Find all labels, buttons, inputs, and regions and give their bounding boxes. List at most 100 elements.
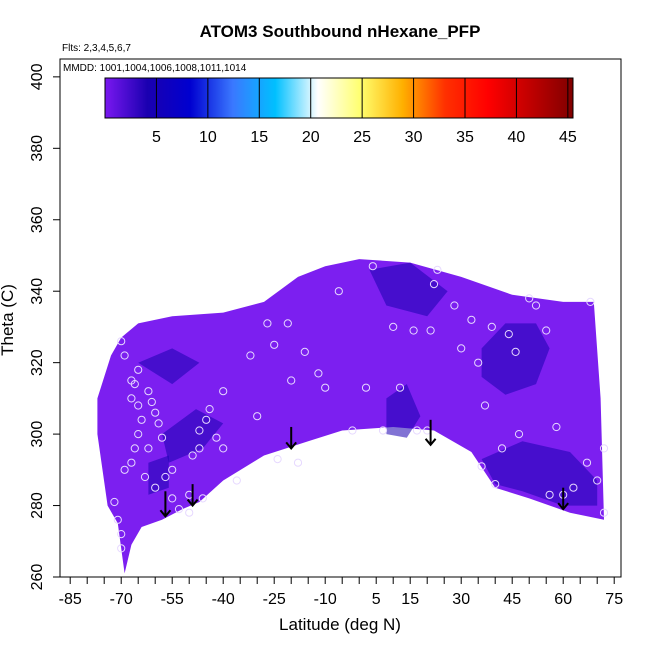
sample-point: [426, 326, 435, 335]
sample-point: [154, 419, 163, 428]
sample-point: [140, 472, 150, 482]
heatmap-region: [162, 409, 224, 463]
x-axis: -85 -70 -55 -40 -25 -10 5 15 30 45 60 75: [59, 577, 623, 608]
x-tick-label: 15: [401, 591, 419, 608]
colorbar-gradient: [104, 77, 574, 119]
y-tick-label: 400: [29, 63, 46, 90]
sample-point: [134, 365, 143, 374]
sample-point: [120, 351, 129, 360]
y-tick-label: 340: [29, 278, 46, 305]
plot-frame: [59, 58, 622, 578]
sample-point: [542, 326, 551, 335]
sample-point: [334, 287, 343, 296]
colorbar-tick-label: 45: [559, 129, 577, 146]
sample-point: [219, 387, 228, 396]
x-tick-label: -85: [59, 591, 82, 608]
sample-point: [168, 494, 177, 503]
arrow-head: [186, 498, 199, 508]
x-tick-label: -40: [212, 591, 235, 608]
y-tick-label: 380: [29, 135, 46, 162]
y-axis-label: Theta (C): [0, 284, 17, 356]
sample-point: [270, 340, 279, 349]
sample-point: [321, 383, 330, 392]
x-tick-label: -25: [263, 591, 286, 608]
heatmap-area: [97, 259, 605, 574]
sample-point: [117, 530, 126, 539]
sample-point: [137, 415, 146, 424]
sample-point: [433, 265, 442, 274]
sample-point: [134, 430, 143, 439]
arrow-head: [424, 438, 437, 447]
sample-point: [531, 301, 541, 310]
sample-point: [205, 405, 214, 414]
sample-point: [361, 383, 371, 392]
colorbar-tick-label: 20: [302, 129, 320, 146]
sample-point: [253, 412, 262, 421]
sample-point: [113, 515, 122, 524]
heatmap-region: [148, 455, 169, 495]
flight-arrows: [159, 419, 569, 518]
sample-point: [552, 422, 561, 432]
sample-point: [412, 426, 422, 435]
heatmap-region: [386, 384, 421, 438]
sample-point: [314, 369, 323, 378]
x-tick-label: 5: [372, 591, 381, 608]
colorbar-tick-label: 35: [456, 129, 474, 146]
heatmap-region: [481, 441, 598, 506]
colorbar-tick-label: 10: [199, 129, 217, 146]
heatmap-region: [138, 348, 200, 385]
colorbar-tick-label: 30: [405, 129, 423, 146]
sample-point: [219, 444, 228, 453]
sample-point: [130, 380, 139, 389]
y-axis: 260 280 300 320 340 360 380 400: [29, 63, 60, 590]
arrow-head: [159, 509, 172, 518]
x-tick-label: 75: [605, 591, 623, 608]
sample-point: [273, 455, 282, 464]
y-tick-label: 320: [29, 349, 46, 376]
sample-point: [195, 444, 204, 453]
sample-point: [348, 426, 357, 435]
sample-point: [368, 262, 377, 271]
y-tick-label: 280: [29, 492, 46, 519]
sample-point: [514, 430, 524, 439]
sample-point: [117, 544, 126, 553]
flights-label: Flts: 2,3,4,5,6,7: [62, 43, 131, 54]
sample-point: [246, 351, 255, 360]
sample-points: [110, 262, 609, 553]
sample-point: [198, 494, 207, 503]
sample-point: [134, 401, 143, 410]
sample-point: [130, 444, 139, 453]
sample-point: [185, 508, 194, 517]
sample-point: [586, 297, 595, 306]
sample-point: [202, 415, 211, 424]
colorbar-tick-label: 40: [508, 129, 526, 146]
sample-point: [467, 315, 476, 324]
y-tick-label: 260: [29, 564, 46, 591]
heatmap-region: [481, 323, 550, 395]
x-tick-label: 30: [452, 591, 470, 608]
chart-title: ATOM3 Southbound nHexane_PFP: [200, 22, 481, 41]
sample-point: [599, 508, 609, 517]
x-tick-label: -55: [161, 591, 184, 608]
sample-point: [429, 280, 439, 289]
sample-point: [545, 490, 554, 499]
colorbar: [104, 77, 574, 119]
sample-point: [212, 433, 221, 442]
y-tick-label: 300: [29, 421, 46, 448]
sample-point: [477, 462, 486, 471]
sample-point: [389, 322, 398, 331]
x-tick-label: -10: [314, 591, 337, 608]
sample-point: [450, 301, 459, 310]
x-tick-label: 60: [554, 591, 572, 608]
x-tick-label: 45: [503, 591, 521, 608]
sample-point: [525, 294, 534, 303]
colorbar-ticks: 5 10 15 20 25 30 35 40 45: [152, 78, 577, 146]
sample-point: [283, 319, 292, 328]
sample-point: [487, 322, 496, 331]
colorbar-tick-label: 15: [250, 129, 268, 146]
sample-point: [497, 444, 507, 453]
sample-point: [582, 458, 592, 467]
arrow-head: [285, 441, 297, 450]
sample-point: [474, 358, 483, 367]
sample-point: [287, 376, 296, 385]
